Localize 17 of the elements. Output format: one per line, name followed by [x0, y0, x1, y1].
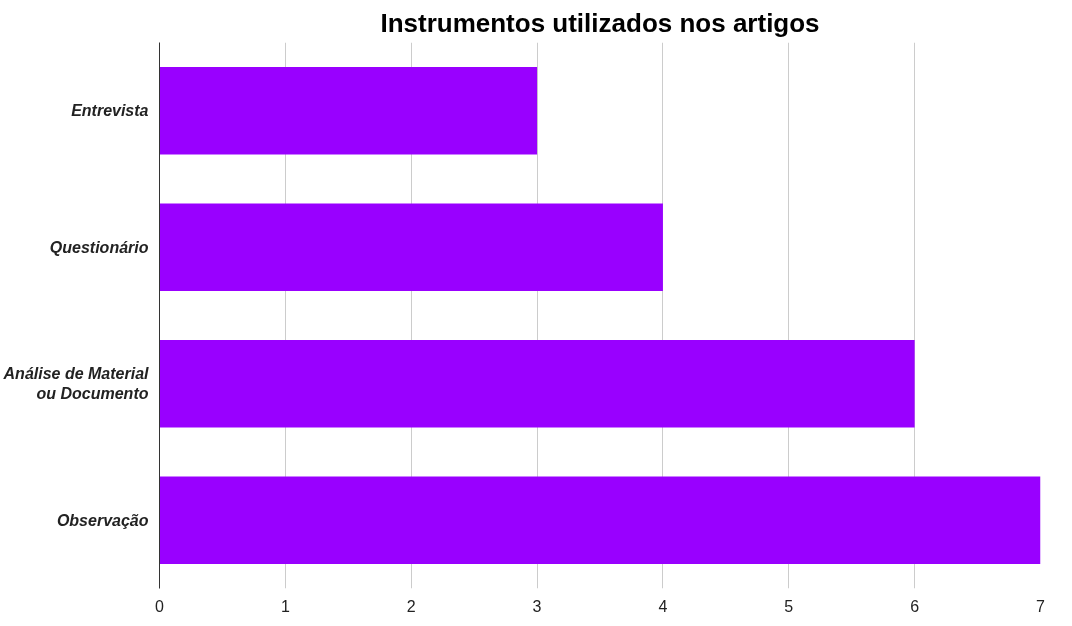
x-tick-label: 2	[406, 597, 416, 615]
y-tick-label: Observação	[56, 511, 149, 529]
x-tick-label: 4	[658, 597, 668, 615]
bar	[159, 476, 1041, 564]
bar	[159, 340, 915, 428]
y-tick-label: Entrevista	[71, 102, 149, 120]
chart-title: Instrumentos utilizados nos artigos	[380, 7, 820, 38]
y-tick-label: Questionário	[49, 238, 149, 256]
x-tick-label: 1	[280, 597, 290, 615]
bar	[159, 203, 663, 291]
x-tick-label: 3	[532, 597, 542, 615]
x-tick-label: 5	[784, 597, 794, 615]
x-tick-label: 7	[1036, 597, 1046, 615]
bar	[159, 67, 538, 155]
y-tick-label: Análise de Material ou Documento	[2, 365, 150, 403]
x-tick-label: 0	[155, 597, 165, 615]
x-tick-label: 6	[910, 597, 920, 615]
